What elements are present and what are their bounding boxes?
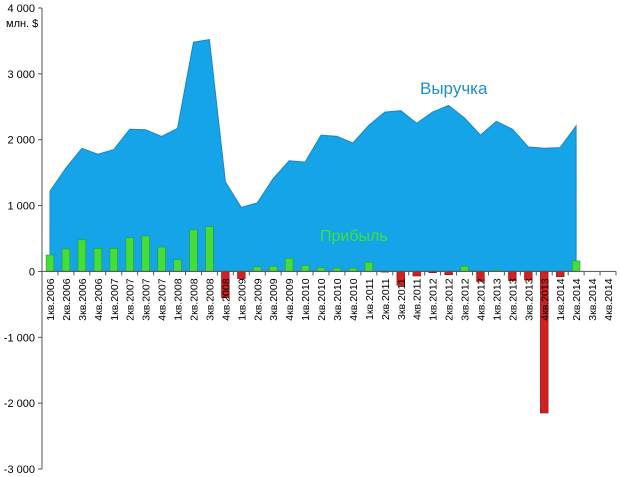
x-tick-label: 1кв.2008	[173, 278, 185, 320]
profit-bar	[205, 226, 214, 272]
profit-bar	[61, 248, 71, 272]
y-tick-label: 4 000	[7, 3, 35, 15]
profit-bar	[253, 266, 262, 272]
profit-bar	[364, 261, 373, 272]
profit-bar	[556, 271, 565, 277]
profit-bar	[125, 237, 134, 272]
profit-bar	[189, 229, 198, 272]
profit-bar	[173, 259, 182, 272]
profit-bar	[300, 265, 310, 272]
x-tick-label: 2кв.2009	[252, 278, 264, 320]
x-tick-label: 2кв.2011	[380, 278, 392, 320]
x-tick-label: 2кв.2013	[507, 278, 519, 320]
profit-bar	[412, 271, 421, 277]
x-tick-label: 2кв.2014	[571, 278, 583, 320]
x-tick-label: 3кв.2009	[268, 278, 280, 320]
x-tick-label: 1кв.2014	[555, 278, 567, 320]
x-tick-label: 3кв.2011	[396, 278, 408, 320]
x-tick-label: 3кв.2010	[332, 278, 344, 320]
profit-bar	[316, 267, 326, 272]
x-tick-label: 2кв.2006	[61, 278, 73, 320]
profit-bar	[109, 248, 118, 272]
y-tick-label: 2 000	[7, 135, 35, 147]
x-tick-label: 3кв.2014	[587, 278, 599, 320]
profit-bar	[571, 260, 581, 272]
x-tick-label: 4кв.2006	[93, 278, 105, 320]
x-tick-label: 1кв.2010	[300, 278, 312, 320]
x-tick-label: 3кв.2008	[204, 278, 216, 320]
y-unit-label: млн. $	[6, 18, 39, 30]
profit-bar	[157, 246, 166, 272]
y-tick-label: -3 000	[4, 464, 35, 476]
profit-bar	[460, 265, 469, 272]
revenue-area	[49, 39, 577, 272]
profit-bar	[348, 267, 358, 272]
x-tick-label: 4кв.2012	[476, 278, 488, 320]
profit-bar	[284, 257, 294, 272]
x-tick-label: 4кв.2009	[284, 278, 296, 320]
y-tick-label: -1 000	[4, 332, 35, 344]
x-tick-label: 1кв.2006	[45, 278, 57, 320]
axes-layer	[38, 7, 617, 470]
x-tick-label: 4кв.2008	[220, 278, 232, 320]
x-tick-label: 1кв.2009	[236, 278, 248, 320]
x-tick-label: 3кв.2013	[523, 278, 535, 320]
profit-bar	[77, 239, 86, 272]
x-tick-label: 4кв.2010	[348, 278, 360, 320]
x-tick-label: 1кв.2011	[364, 278, 376, 320]
x-tick-label: 2кв.2008	[189, 278, 201, 320]
x-tick-label: 3кв.2007	[141, 278, 153, 320]
y-tick-label: 1 000	[7, 201, 35, 213]
x-tick-label: 2кв.2012	[444, 278, 456, 320]
profit-bar	[141, 235, 150, 272]
y-tick-label: -2 000	[4, 398, 35, 410]
x-tick-label: 3кв.2012	[460, 278, 472, 320]
x-tick-label: 4кв.2007	[157, 278, 169, 320]
x-tick-label: 1кв.2012	[428, 278, 440, 320]
x-tick-label: 4кв.2013	[539, 278, 551, 320]
x-tick-labels: 1кв.2006 2кв.2006 3кв.2006 4кв.2006 1кв.2007…	[45, 278, 615, 320]
y-tick-label: 0	[29, 266, 35, 278]
x-tick-label: 2кв.2007	[125, 278, 137, 320]
profit-bar	[93, 248, 102, 272]
x-tick-label: 2кв.2010	[316, 278, 328, 320]
revenue-series-label: Выручка	[420, 79, 488, 98]
y-tick-labels: 4 000 3 000 2 000 1 000 0 -1 000 -2 000 -3 000	[4, 3, 35, 476]
y-tick-label: 3 000	[7, 69, 35, 81]
profit-bar	[237, 271, 246, 279]
profit-series-label: Прибыль	[320, 228, 388, 245]
profit-bars-layer	[45, 226, 581, 414]
x-tick-label: 1кв.2013	[491, 278, 503, 320]
profit-bar	[45, 254, 55, 272]
x-tick-label: 4кв.2011	[412, 278, 424, 320]
revenue-area-layer	[49, 39, 577, 272]
x-tick-label: 3кв.2006	[77, 278, 89, 320]
x-tick-label: 1кв.2007	[109, 278, 121, 320]
profit-bar	[332, 267, 342, 272]
profit-bar	[269, 265, 278, 272]
x-tick-label: 4кв.2014	[603, 278, 615, 320]
